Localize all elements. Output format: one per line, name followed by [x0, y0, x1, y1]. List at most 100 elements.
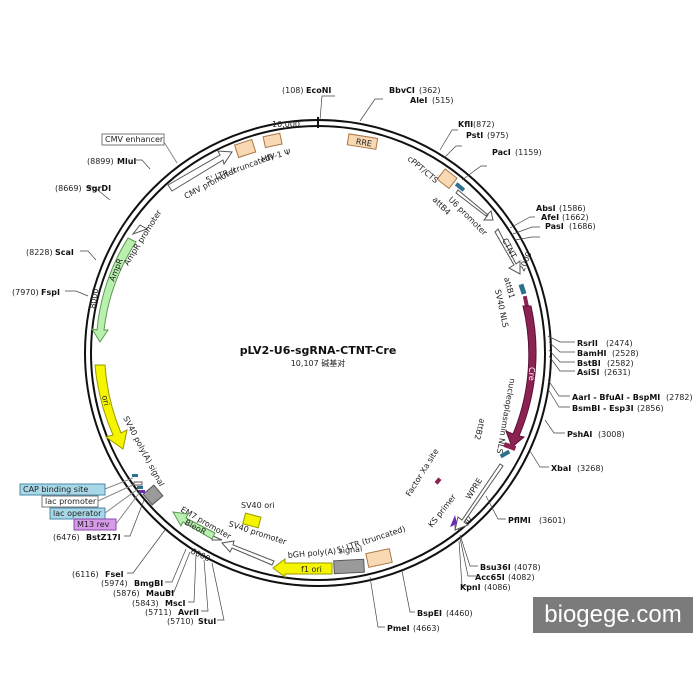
ampr-promoter-feature [131, 224, 149, 236]
ampr-feature [90, 237, 137, 343]
site-name: PacI [492, 148, 511, 157]
site-pos: (1586) [559, 204, 586, 213]
factor-xa-label: Factor Xa site [404, 447, 441, 498]
bgh-polya-feature [333, 558, 365, 575]
site-name: FspI [41, 288, 60, 297]
site-pos: (3268) [577, 464, 604, 473]
tick-label: 10,000 [272, 120, 300, 129]
site-name: BsmBI - Esp3I [572, 404, 634, 413]
site-pos: (5711) [145, 608, 172, 617]
site-name: MauBI [146, 589, 174, 598]
lac-promoter-mark [133, 481, 143, 486]
site-name: AvrII [178, 608, 199, 617]
restriction-sites-left: (108) EcoNI (8899) MluI (8669) SgrDI (82… [12, 86, 331, 626]
site-pos: (2582) [607, 359, 634, 368]
cppt-feature [436, 168, 458, 190]
site-pos: (2528) [612, 349, 639, 358]
rre-feature [346, 133, 379, 150]
factor-xa-feature [434, 477, 442, 485]
cmv-enhancer-box [101, 133, 165, 146]
site-name: AsiSI [577, 368, 599, 377]
ctnt-feature [494, 228, 521, 275]
cre-feature [505, 305, 537, 448]
sv40-polya-feature [142, 484, 164, 506]
site-name: PmeI [387, 624, 410, 633]
sv40-ori-label: SV40 ori [241, 501, 275, 510]
ks-primer-feature [450, 515, 457, 527]
site-name: PshAI [567, 430, 592, 439]
site-name: BstBI [577, 359, 601, 368]
rre-label: RRE [355, 137, 372, 148]
site-pos: (1686) [569, 222, 596, 231]
lac-promoter-box [41, 495, 99, 508]
attb1-feature [518, 283, 527, 295]
site-pos: (2474) [606, 339, 633, 348]
site-name: EcoNI [306, 86, 331, 95]
site-pos: (108) [282, 86, 304, 95]
site-pos: (8228) [26, 248, 53, 257]
site-name: SgrDI [86, 184, 111, 193]
sv40-promoter-feature [221, 540, 275, 566]
cap-site-mark [132, 474, 138, 477]
site-name: KpnI [460, 583, 481, 592]
wpre-feature [454, 463, 504, 531]
restriction-sites-right: BbvCI (362) AleI (515) KflI (872) PstI (… [387, 86, 693, 633]
attb4-feature [454, 182, 466, 192]
ltr-bottom-feature [365, 548, 393, 568]
site-name: BstZ17I [86, 533, 121, 542]
site-pos: (2782) [666, 393, 693, 402]
ori-feature [94, 364, 128, 450]
f1-ori-label: f1 ori [301, 565, 322, 574]
site-pos: (4086) [484, 583, 511, 592]
site-pos: (362) [419, 86, 441, 95]
attb2-label: attB2 [472, 417, 486, 440]
cmv-promoter-feature [167, 150, 233, 192]
site-name: PflMI [508, 516, 531, 525]
u6-promoter-feature [455, 189, 494, 221]
bleor-feature [172, 511, 216, 540]
site-name: AleI [410, 96, 427, 105]
site-name: AbsI [536, 204, 556, 213]
cap-binding-site-label: CAP binding site [23, 485, 88, 494]
plasmid-size: 10,107 碱基对 [291, 358, 346, 368]
plasmid-name: pLV2-U6-sgRNA-CTNT-Cre [240, 344, 397, 357]
ori-label: ori [100, 395, 111, 407]
site-pos: (5974) [101, 579, 128, 588]
site-name: BbvCI [389, 86, 415, 95]
site-name: BamHI [577, 349, 607, 358]
m13-rev-mark [139, 490, 145, 493]
cmv-enhancer-label: CMV enhancer [105, 135, 164, 144]
bgh-polya-label: bGH poly(A) signal [287, 545, 362, 560]
site-pos: (4078) [514, 563, 541, 572]
m13-rev-label: M13 rev [77, 520, 110, 529]
tick-label: 6000 [189, 547, 211, 564]
site-pos: (3601) [539, 516, 566, 525]
site-pos: (3008) [598, 430, 625, 439]
site-pos: (6476) [53, 533, 80, 542]
sv40-nls-feature [522, 295, 530, 309]
site-name: MscI [165, 599, 185, 608]
nucleoplasmin-nls-feature [503, 442, 517, 451]
f1-ori-feature [272, 558, 333, 578]
site-name: PstI [466, 131, 483, 140]
site-name: PasI [545, 222, 564, 231]
lac-operator-label: lac operator [53, 509, 102, 518]
site-pos: (8669) [55, 184, 82, 193]
site-leaders [65, 95, 575, 628]
site-pos: (872) [473, 120, 495, 129]
site-pos: (4663) [413, 624, 440, 633]
site-pos: (4082) [508, 573, 535, 582]
sv40-ori-feature [242, 512, 262, 529]
site-name: AfeI [541, 213, 559, 222]
leader-line [163, 141, 178, 164]
lac-promoter-label: lac promoter [45, 497, 97, 506]
site-name: RsrII [577, 339, 598, 348]
m13-rev-box [73, 518, 117, 531]
site-pos: (4460) [446, 609, 473, 618]
site-name: Bsu36I [480, 563, 511, 572]
site-pos: (5710) [167, 617, 194, 626]
ltr-top-feature [233, 138, 257, 159]
site-pos: (975) [487, 131, 509, 140]
hiv-psi-feature [262, 132, 283, 149]
